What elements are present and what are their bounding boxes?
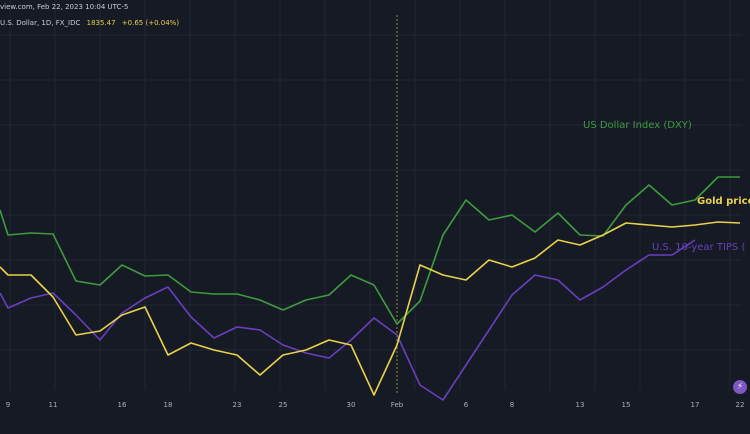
annotation-tips: U.S. 10-year TIPS ( xyxy=(652,242,745,253)
x-tick-label: 16 xyxy=(118,401,127,409)
header-source: view.com, Feb 22, 2023 10:04 UTC-5 xyxy=(0,3,128,11)
x-tick-label: 9 xyxy=(6,401,10,409)
series-line-gold xyxy=(0,221,741,396)
series-line-tips xyxy=(0,239,696,401)
x-tick-label: 11 xyxy=(49,401,58,409)
x-tick-label: 25 xyxy=(279,401,288,409)
series-line-dxy xyxy=(0,176,740,325)
x-tick-label: 30 xyxy=(347,401,356,409)
x-tick-label: Feb xyxy=(391,401,404,409)
header-source-text: view.com, Feb 22, 2023 10:04 UTC-5 xyxy=(0,3,129,11)
bolt-icon[interactable]: ⚡ xyxy=(733,380,747,394)
header-price: 1835.47 xyxy=(86,19,116,27)
x-tick-label: 23 xyxy=(233,401,242,409)
x-tick-label: 22 xyxy=(736,401,745,409)
x-tick-label: 8 xyxy=(510,401,514,409)
annotation-gold: Gold price xyxy=(697,196,750,207)
x-tick-label: 6 xyxy=(464,401,469,409)
x-tick-label: 17 xyxy=(691,401,700,409)
x-tick-label: 18 xyxy=(164,401,173,409)
x-tick-label: 13 xyxy=(576,401,585,409)
header-change: +0.65 (+0.04%) xyxy=(121,19,180,27)
annotation-dxy: US Dollar Index (DXY) xyxy=(583,120,692,131)
header-symbol-text: U.S. Dollar, 1D, FX_IDC xyxy=(0,19,81,27)
x-tick-label: 15 xyxy=(622,401,631,409)
header-symbol: U.S. Dollar, 1D, FX_IDC 1835.47 +0.65 (+… xyxy=(0,19,179,27)
